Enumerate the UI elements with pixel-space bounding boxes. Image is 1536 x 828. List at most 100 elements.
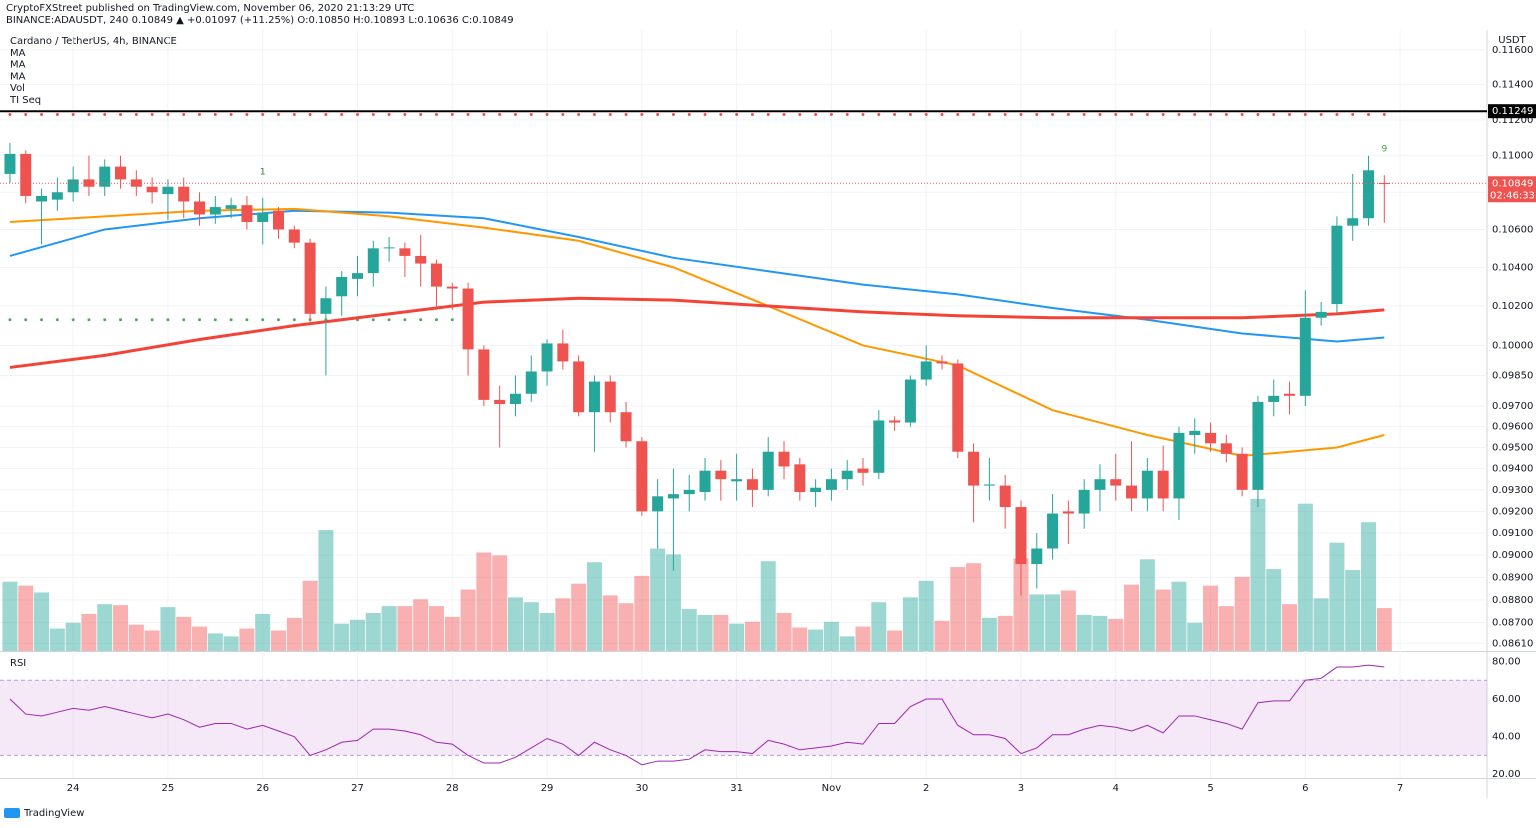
volume-bar xyxy=(397,606,413,651)
candle-body xyxy=(920,361,932,380)
level-dot xyxy=(1193,113,1197,117)
level-dot xyxy=(1240,113,1244,117)
level-dot xyxy=(1051,113,1055,117)
candle-body xyxy=(667,494,679,499)
candle-body xyxy=(1315,311,1327,318)
x-tick-label: 30 xyxy=(635,783,648,794)
candle-body xyxy=(1378,183,1390,185)
level-dot xyxy=(687,113,691,117)
grid xyxy=(0,30,1487,778)
candle-body xyxy=(115,166,127,180)
level-dot xyxy=(87,113,91,117)
y-tick-label: 0.08700 xyxy=(1492,618,1533,629)
level-dot xyxy=(561,113,565,117)
level-dot xyxy=(150,318,154,322)
y-tick-label: 0.10000 xyxy=(1492,340,1533,351)
candle-body xyxy=(241,205,253,222)
rsi-tick-label: 60.00 xyxy=(1492,694,1521,705)
candle-body xyxy=(731,479,743,482)
level-dot xyxy=(656,113,660,117)
volume-bar xyxy=(492,555,508,651)
level-dot xyxy=(624,113,628,117)
candle-body xyxy=(130,179,142,187)
volume-bar xyxy=(271,630,287,651)
candle-body xyxy=(1015,507,1027,564)
level-dot xyxy=(277,318,281,322)
level-dot xyxy=(87,318,91,322)
volume-bar xyxy=(302,580,318,651)
rsi-label: RSI xyxy=(10,658,26,669)
level-dot xyxy=(1082,113,1086,117)
level-dot xyxy=(450,113,454,117)
level-dot xyxy=(213,318,217,322)
level-dot xyxy=(324,113,328,117)
volume-bar xyxy=(950,567,966,651)
y-tick-label: 0.08900 xyxy=(1492,572,1533,583)
level-dot xyxy=(608,113,612,117)
y-tick-label: 0.09300 xyxy=(1492,485,1533,496)
level-dot xyxy=(1335,113,1339,117)
level-dot xyxy=(119,318,123,322)
volume-bar xyxy=(523,602,539,651)
volume-bar xyxy=(207,633,223,651)
volume-bar xyxy=(318,530,334,651)
level-dot xyxy=(403,113,407,117)
x-tick-label: 28 xyxy=(446,783,459,794)
rsi-line xyxy=(9,664,1385,766)
volume-bar xyxy=(1124,584,1140,651)
volume-bar xyxy=(902,597,918,651)
volume-bar xyxy=(697,614,713,651)
candle-body xyxy=(1141,470,1153,499)
level-dot xyxy=(213,113,217,117)
hline-label-bg xyxy=(1488,104,1536,119)
legend-entry: Vol xyxy=(10,83,25,94)
x-tick-label: 27 xyxy=(351,783,364,794)
volume-bar xyxy=(1108,618,1124,651)
y-tick-label: 0.09000 xyxy=(1492,550,1533,561)
candle-body xyxy=(983,484,995,486)
level-dot xyxy=(1130,113,1134,117)
level-dot xyxy=(987,113,991,117)
candle-body xyxy=(1189,430,1201,435)
candle-body xyxy=(67,179,79,193)
volume-bar xyxy=(444,616,460,651)
candle-body xyxy=(857,468,869,473)
level-dot xyxy=(292,318,296,322)
legend-entry: TI Seq xyxy=(9,95,41,106)
volume-bar xyxy=(1313,598,1329,651)
level-dot xyxy=(55,113,59,117)
candle-body xyxy=(1062,511,1074,514)
y-tick-label: 0.09100 xyxy=(1492,528,1533,539)
candle-body xyxy=(1220,443,1232,454)
volume-bar xyxy=(65,622,81,651)
volume-bar xyxy=(539,612,555,651)
volume-bar xyxy=(713,614,729,651)
candle-body xyxy=(146,186,158,193)
level-dot xyxy=(1382,113,1386,117)
level-dot xyxy=(277,113,281,117)
candle-body xyxy=(399,248,411,256)
y-tick-label: 0.11600 xyxy=(1492,45,1533,56)
x-tick-label: 2 xyxy=(923,783,929,794)
level-dot xyxy=(592,113,596,117)
level-dot xyxy=(671,113,675,117)
level-dot xyxy=(861,113,865,117)
level-dot xyxy=(1319,113,1323,117)
volume-bar xyxy=(602,595,618,651)
volume-bar xyxy=(981,617,997,651)
level-dot xyxy=(466,113,470,117)
level-dot xyxy=(814,113,818,117)
level-dot xyxy=(166,318,170,322)
volume-bar xyxy=(2,581,18,651)
candle-body xyxy=(699,470,711,493)
candle-body xyxy=(1126,485,1138,499)
volume-bar xyxy=(1171,581,1187,651)
last-price-bg xyxy=(1488,176,1536,203)
candle-body xyxy=(762,451,774,490)
volume-bar xyxy=(97,604,113,651)
volume-bar xyxy=(1187,622,1203,651)
footer-brand: TradingView xyxy=(23,808,84,819)
candle-body xyxy=(936,361,948,364)
candle-body xyxy=(541,343,553,372)
y-tick-label: 0.09600 xyxy=(1492,422,1533,433)
